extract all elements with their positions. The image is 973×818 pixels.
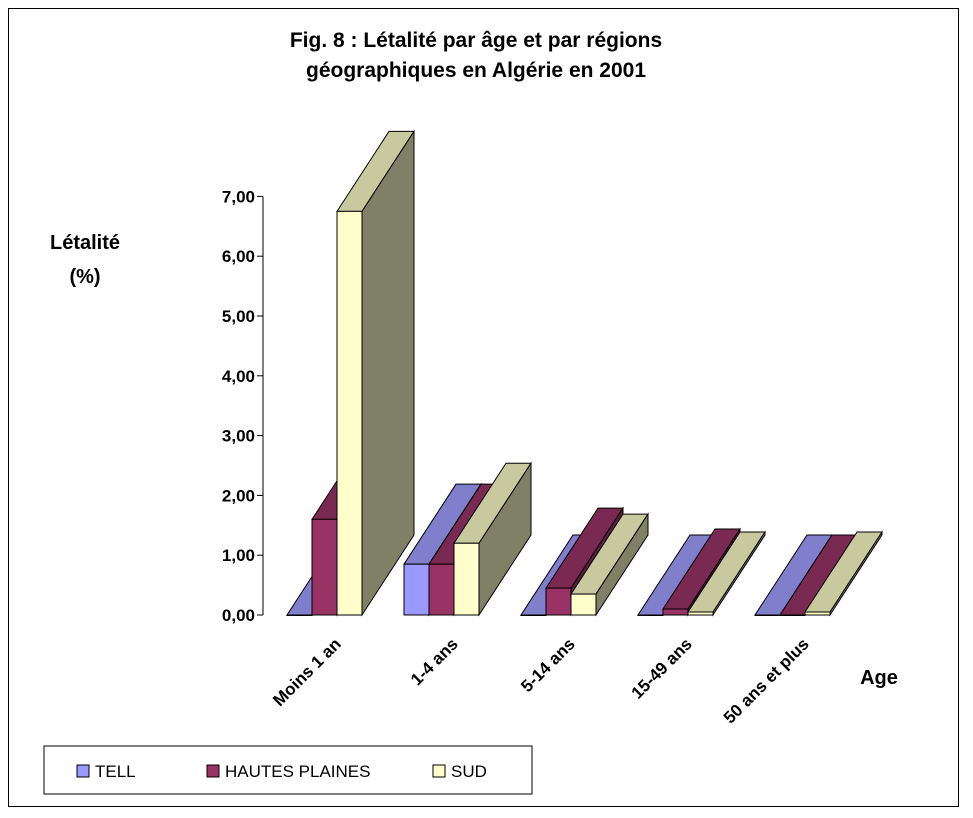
x-tick-label-50-ans-et-plus: 50 ans et plus [720,634,813,727]
bar-front-face [779,614,806,616]
bar-front-face [520,614,547,616]
bar-front-face [804,611,831,616]
bar-front-face [403,563,430,616]
bar-front-face [570,593,597,616]
bar-sud-moins-1-an [336,129,415,617]
bar-side-face [361,129,415,617]
bar-front-face [286,614,313,616]
legend-swatch-hautes-plaines [206,764,220,778]
x-tick-label-5-14-ans: 5-14 ans [517,634,579,696]
chart-svg: Fig. 8 : Létalité par âge et par régions… [43,29,898,795]
x-tick-label-15-49-ans: 15-49 ans [628,634,696,702]
legend-label-sud: SUD [451,762,487,781]
x-tick-label-1-4-ans: 1-4 ans [407,634,462,689]
bar-sud-50-ans-et-plus [804,530,883,617]
legend-swatch-tell [76,764,90,778]
bar-front-face [336,210,363,616]
y-tick-label: 7,00 [222,187,255,206]
y-tick-label: 1,00 [222,546,255,565]
x-axis-label: Age [860,667,898,689]
bar-sud-1-4-ans [453,461,532,617]
y-axis-label-line-1: Létalité [50,232,120,254]
bars [286,129,883,617]
bar-front-face [754,614,781,616]
bar-sud-5-14-ans [570,512,649,617]
bar-front-face [428,563,455,616]
bar-front-face [687,611,714,616]
chart-title-line-1: Fig. 8 : Létalité par âge et par régions [290,29,662,52]
chart-frame: Fig. 8 : Létalité par âge et par régions… [8,8,959,807]
x-tick-label-moins-1-an: Moins 1 an [269,634,345,710]
legend-label-tell: TELL [95,762,136,781]
legend-label-hautes-plaines: HAUTES PLAINES [225,762,371,781]
bar-front-face [311,518,338,616]
y-tick-label: 0,00 [222,606,255,625]
y-tick-label: 2,00 [222,486,255,505]
y-axis: 0,00 1,00 2,00 3,00 4,00 5,00 6,00 7,00 [222,187,264,625]
y-tick-label: 3,00 [222,427,255,446]
bar-front-face [545,587,572,616]
bar-front-face [637,614,664,616]
bar-sud-15-49-ans [687,530,766,617]
y-tick-label: 4,00 [222,367,255,386]
y-axis-label-line-2: (%) [69,266,100,288]
legend-swatch-sud [432,764,446,778]
chart-title-line-2: géographiques en Algérie en 2001 [306,59,646,82]
bar-front-face [662,608,689,616]
legend: TELL HAUTES PLAINES SUD [43,745,533,795]
bar-front-face [453,542,480,616]
category-labels: Moins 1 an 1-4 ans 5-14 ans 15-49 ans 50 ans… [269,634,813,727]
y-tick-label: 5,00 [222,307,255,326]
y-tick-label: 6,00 [222,247,255,266]
legend-box [43,745,533,795]
